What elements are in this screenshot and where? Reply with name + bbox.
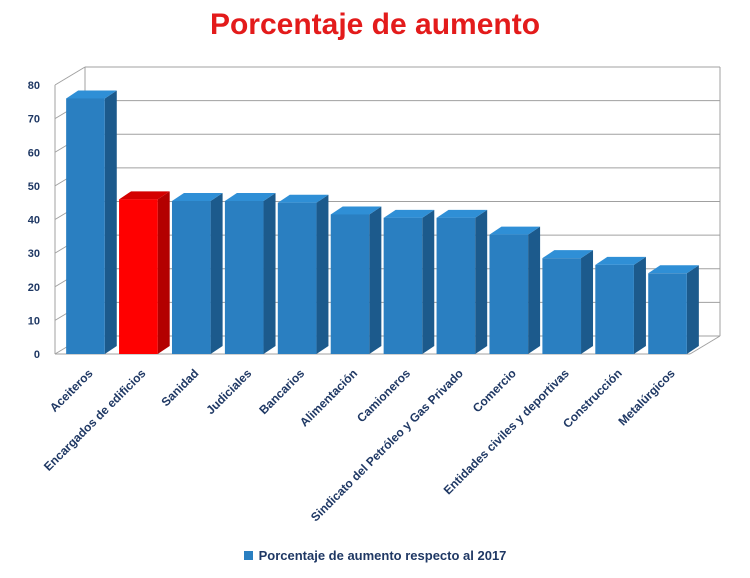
y-tick-label: 80 [28,80,40,92]
bar [595,256,646,354]
bar [277,194,329,354]
gridline-side [54,66,86,86]
legend-label: Porcentaje de aumento respecto al 2017 [258,548,507,563]
y-tick-label: 70 [28,114,40,126]
legend: Porcentaje de aumento respecto al 2017 [0,548,750,563]
bar [542,250,594,354]
x-tick-label: Aceiteros [47,366,96,415]
x-tick-label: Camioneros [354,366,413,425]
y-tick-label: 50 [28,181,40,193]
y-tick-label: 30 [28,248,40,260]
bar [224,193,276,354]
x-tick-label: Judiciales [203,366,254,417]
floor-edge [689,335,721,355]
bar [489,226,541,354]
bar [436,209,488,354]
y-tick-label: 10 [28,315,40,327]
bar [383,209,435,354]
x-tick-label: Metalúrgicos [615,366,677,428]
y-tick-label: 60 [28,147,40,159]
bar [648,265,699,354]
legend-swatch [243,551,253,561]
y-tick-label: 0 [34,349,40,361]
bar [330,206,382,354]
bar [119,191,170,354]
chart-title: Porcentaje de aumento [209,8,541,41]
y-tick-label: 20 [28,282,40,294]
bar [66,90,117,354]
x-tick-label: Encargados de edificios [41,366,149,474]
x-tick-label: Sanidad [159,366,202,409]
x-tick-label: Bancarios [256,366,307,417]
bar [171,193,223,354]
x-tick-label: Comercio [470,366,519,415]
y-tick-label: 40 [28,215,40,227]
